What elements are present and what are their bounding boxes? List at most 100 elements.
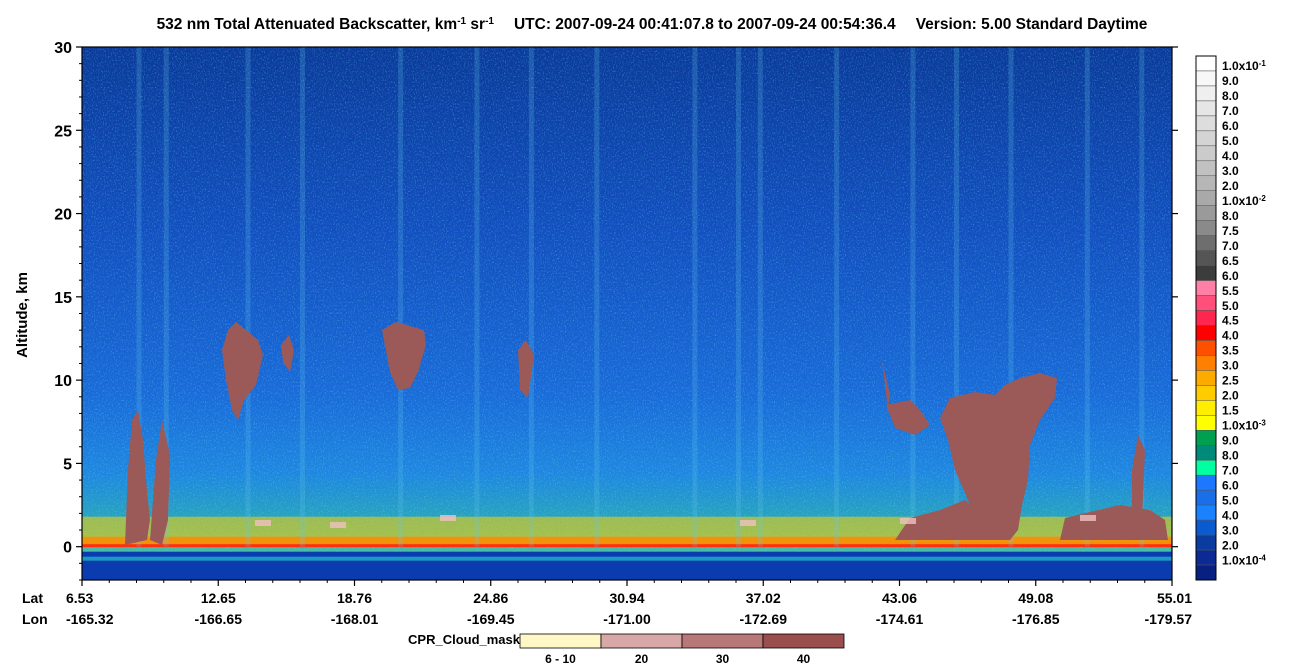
subsurface-line [82, 556, 1172, 561]
y-tick-label: 0 [63, 540, 72, 557]
cloud-mask-region [150, 420, 170, 545]
colorbar-swatch [1195, 85, 1217, 102]
cloud-mask-region [518, 340, 534, 398]
colorbar-swatch [1195, 115, 1217, 132]
colorbar-swatch [1195, 265, 1217, 281]
colorbar-swatch [1195, 190, 1217, 206]
x-tick-labels: 6.53 -165.32 12.65 -166.65 18.76 -168.01 24.86… [66, 590, 1192, 627]
colorbar-label: 2.5 [1222, 374, 1239, 388]
lat-tick-label: 24.86 [473, 590, 508, 606]
colorbar-swatch [1195, 415, 1217, 431]
colorbar-label: 5.0 [1222, 134, 1239, 148]
signal-streak [1008, 47, 1014, 547]
lat-tick-label: 49.08 [1018, 590, 1053, 606]
colorbar-label: 7.0 [1222, 104, 1239, 118]
colorbar-swatch [1195, 325, 1217, 341]
signal-streak [594, 47, 600, 547]
lon-tick-label: -174.61 [876, 611, 924, 627]
colorbar-swatch [1195, 340, 1217, 356]
colorbar-label: 1.0x10-2 [1222, 193, 1266, 208]
backscatter-plot [82, 47, 1172, 580]
cloud-mask-region [882, 360, 890, 410]
colorbar-label: 1.0x10-3 [1222, 418, 1266, 433]
signal-streak [834, 47, 840, 547]
cloud-mask-legend: CPR_Cloud_mask 6 - 10 20 30 40 [408, 632, 845, 666]
colorbar-swatch [1195, 534, 1217, 551]
cloud-mask-swatch [762, 633, 845, 649]
signal-streak [398, 47, 404, 547]
cloud-mask-swatch [681, 633, 764, 649]
cloud-mask-region [895, 500, 1000, 540]
cloud-mask-region [125, 410, 150, 545]
surface-return-line [82, 544, 1172, 548]
signal-streak [1084, 47, 1090, 547]
colorbar-swatch [1195, 205, 1217, 221]
colorbar-label: 1.0x10-4 [1222, 553, 1266, 568]
colorbar-label: 5.0 [1222, 299, 1239, 313]
signal-streak [136, 47, 142, 547]
colorbar-swatch [1195, 175, 1217, 191]
colorbar-swatch [1195, 130, 1217, 147]
lon-tick-label: -171.00 [603, 611, 651, 627]
lat-tick-label: 18.76 [337, 590, 372, 606]
boundary-layer-band-lower [82, 536, 1172, 547]
colorbar-label: 7.5 [1222, 224, 1239, 238]
y-tick-label: 15 [54, 290, 72, 307]
lat-tick-label: 55.01 [1157, 590, 1192, 606]
colorbar-swatch [1195, 70, 1217, 87]
cloud-mask-bin-label: 20 [635, 652, 649, 666]
colorbar-swatch [1195, 145, 1217, 162]
colorbar-label: 6.5 [1222, 254, 1239, 268]
colorbar-label: 2.0 [1222, 538, 1239, 552]
cloud-mask-swatch [519, 633, 602, 649]
colorbar-label: 1.5 [1222, 404, 1239, 418]
cloud-mask-bin-label: 6 - 10 [545, 652, 576, 666]
colorbar-swatch [1195, 250, 1217, 266]
signal-streak [528, 47, 534, 547]
colorbar-swatch [1195, 504, 1217, 521]
signal-streak [910, 47, 916, 547]
colorbar-label: 4.0 [1222, 508, 1239, 522]
cloud-mask-bin-label: 30 [716, 652, 730, 666]
axes: 0 5 10 15 20 25 30 [54, 40, 1178, 586]
colorbar-label: 3.0 [1222, 164, 1239, 178]
colorbar-label: 7.0 [1222, 239, 1239, 253]
lat-tick-label: 6.53 [66, 590, 93, 606]
signal-streak [954, 47, 959, 547]
colorbar-label: 4.5 [1222, 314, 1239, 328]
y-tick-label: 5 [63, 456, 72, 473]
colorbar-swatch [1195, 310, 1217, 326]
colorbar-swatch [1195, 474, 1217, 491]
colorbar-swatch [1195, 295, 1217, 311]
colorbar-swatch [1195, 519, 1217, 536]
colorbar-label: 2.0 [1222, 179, 1239, 193]
colorbar-swatch [1195, 400, 1217, 416]
cloud-mask-region [281, 335, 294, 372]
colorbar-swatch [1195, 370, 1217, 386]
colorbar-swatch [1195, 564, 1217, 581]
signal-streak [245, 47, 251, 547]
colorbar-label: 6.0 [1222, 119, 1239, 133]
lat-tick-label: 30.94 [609, 590, 644, 606]
colorbar-label: 4.0 [1222, 329, 1239, 343]
colorbar-swatch [1195, 235, 1217, 251]
signal-streak [1139, 47, 1145, 547]
colorbar-swatch [1195, 220, 1217, 236]
lat-tick-label: 37.02 [746, 590, 781, 606]
colorbar-label: 2.0 [1222, 389, 1239, 403]
cloud-mask-swatch [600, 633, 683, 649]
colorbar-label: 3.0 [1222, 359, 1239, 373]
lon-tick-label: -169.45 [467, 611, 515, 627]
lon-tick-label: -172.69 [740, 611, 788, 627]
signal-streak [474, 47, 480, 547]
colorbar-swatch [1195, 385, 1217, 401]
cloud-mask-region [1132, 435, 1145, 530]
colorbar-swatch [1195, 459, 1217, 476]
signal-streak [300, 47, 305, 547]
y-tick-label: 25 [54, 123, 72, 140]
cloud-mask-region [382, 322, 426, 390]
colorbar-label: 9.0 [1222, 434, 1239, 448]
lon-tick-label: -166.65 [195, 611, 243, 627]
lat-tick-label: 43.06 [882, 590, 917, 606]
